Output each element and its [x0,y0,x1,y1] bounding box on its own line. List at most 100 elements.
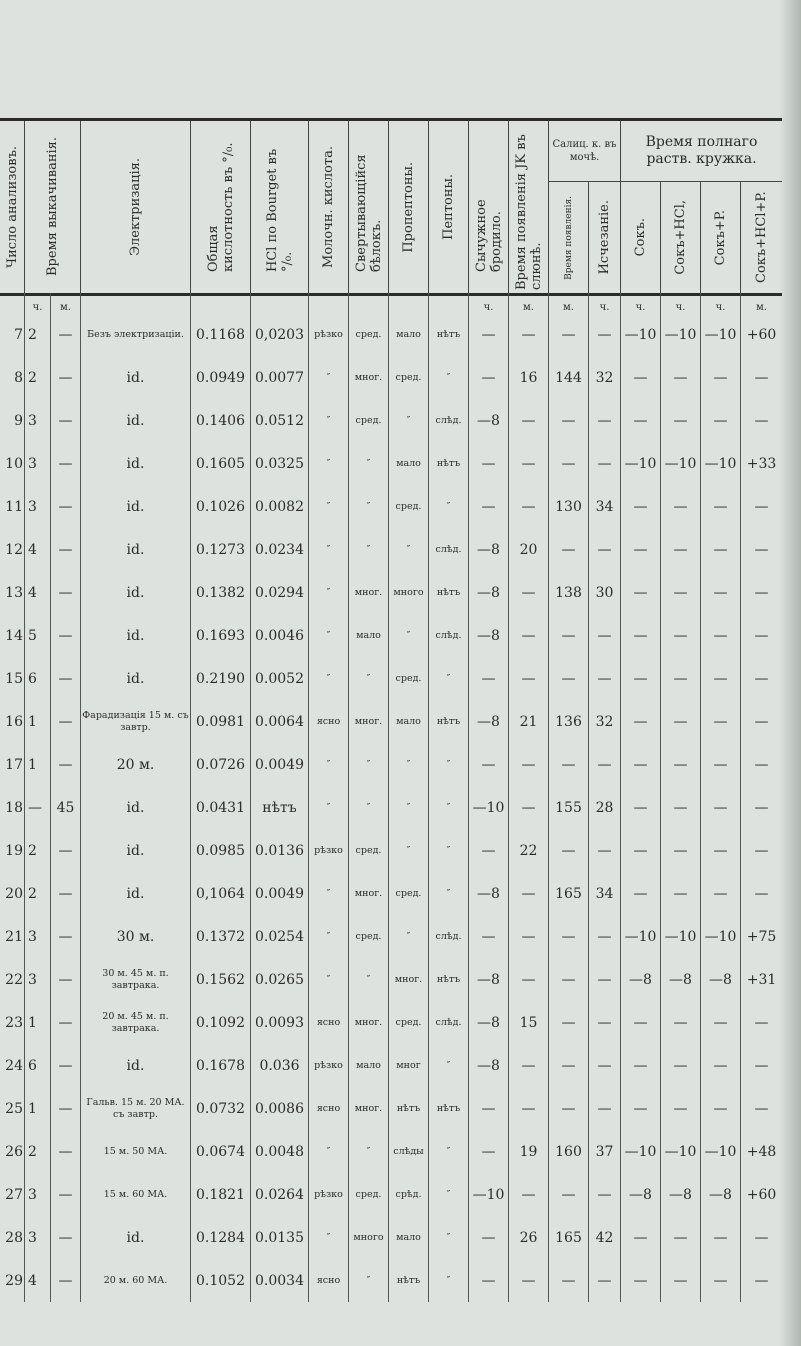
cell-salicyl-appear: — [548,528,588,571]
cell-hours: 6 [24,657,50,700]
cell-salicyl-appear: — [548,1087,588,1130]
cell-peptones: нѣтъ [428,313,468,356]
cell-juice-p: — [700,1259,740,1302]
cell-juice-p: —10 [700,915,740,958]
cell-hcl: 0.0082 [250,485,308,528]
cell-juice: —10 [620,442,660,485]
cell-lactic-acid: ″ [308,958,348,1001]
cell-electrization: id. [80,442,190,485]
cell-juice-hcl-p: +60 [740,313,782,356]
table-row: 7 2— Безъ электризаціи. 0.1168 0,0203 рѣзко ср… [0,313,782,356]
cell-salicyl-disappear: — [588,399,620,442]
cell-curdling-protein: ″ [348,485,388,528]
cell-jk-time: 16 [508,356,548,399]
header-peptones: Пептоны. [428,121,468,293]
cell-hcl: 0.0086 [250,1087,308,1130]
cell-minutes: — [50,1087,80,1130]
cell-juice: — [620,743,660,786]
cell-electrization: id. [80,1216,190,1259]
header-label: Свертывающійся бѣлокъ. [353,154,384,272]
cell-juice-p: — [700,657,740,700]
cell-hours: 3 [24,915,50,958]
header-total-acidity: Общая кислотность въ °/₀. [190,121,250,293]
cell-total-acidity: 0.0732 [190,1087,250,1130]
cell-rennet: —8 [468,614,508,657]
cell-juice-p: — [700,1044,740,1087]
cell-salicyl-disappear: 30 [588,571,620,614]
cell-juice-hcl-p: +33 [740,442,782,485]
cell-juice-hcl-p: — [740,614,782,657]
cell-salicyl-disappear: 37 [588,1130,620,1173]
unit-cell: ч. [700,293,740,313]
cell-juice-p: —8 [700,1173,740,1216]
cell-salicyl-disappear: — [588,915,620,958]
cell-juice: — [620,657,660,700]
cell-salicyl-appear: — [548,1259,588,1302]
cell-jk-time: — [508,399,548,442]
cell-curdling-protein: ″ [348,1259,388,1302]
cell-electrization: 15 м. 50 МА. [80,1130,190,1173]
cell-hcl: 0.0077 [250,356,308,399]
cell-lactic-acid: ″ [308,399,348,442]
cell-jk-time: — [508,1087,548,1130]
cell-peptones: нѣтъ [428,1087,468,1130]
cell-total-acidity: 0.0985 [190,829,250,872]
table-row: 22 3—30 м. 45 м. п. завтрака. 0.1562 0.0265… [0,958,782,1001]
cell-juice-hcl-p: — [740,1259,782,1302]
cell-salicyl-disappear: — [588,829,620,872]
cell-salicyl-appear: 165 [548,1216,588,1259]
cell-salicyl-disappear: — [588,442,620,485]
cell-juice-hcl-p: — [740,657,782,700]
header-label: Исчезаніе. [597,200,612,275]
cell-row-number: 9 [14,412,23,429]
cell-hcl: 0.0135 [250,1216,308,1259]
unit-cell: ч. [660,293,700,313]
cell-jk-time: — [508,743,548,786]
cell-total-acidity: 0.1372 [190,915,250,958]
cell-juice: —10 [620,1130,660,1173]
cell-juice: — [620,571,660,614]
cell-hours: 4 [24,571,50,614]
table-row: 29 4—20 м. 60 МА. 0.1052 0.0034 ясно ″ нѣтъ ″ — —… [0,1259,782,1302]
cell-curdling-protein: сред. [348,399,388,442]
cell-peptones: слѣд. [428,614,468,657]
cell-hcl: 0.0049 [250,872,308,915]
header-label: Молочн. кислота. [321,146,336,268]
header-juice-p: Сокъ+P. [700,181,740,293]
cell-total-acidity: 0.1406 [190,399,250,442]
cell-juice-hcl: — [660,1044,700,1087]
cell-curdling-protein: ″ [348,786,388,829]
cell-electrization: id. [80,829,190,872]
cell-jk-time: — [508,1173,548,1216]
cell-jk-time: — [508,571,548,614]
header-juice-hcl-p: Сокъ+HCl+P. [740,181,782,293]
cell-total-acidity: 0.1026 [190,485,250,528]
header-label: Время появленія. [563,195,574,280]
cell-juice: — [620,786,660,829]
cell-juice: — [620,399,660,442]
cell-juice-hcl: —10 [660,313,700,356]
cell-hours: 3 [24,1173,50,1216]
cell-hcl: 0.036 [250,1044,308,1087]
cell-total-acidity: 0.0674 [190,1130,250,1173]
cell-peptones: ″ [428,1044,468,1087]
cell-hours: 3 [24,958,50,1001]
cell-juice-hcl-p: — [740,485,782,528]
cell-salicyl-appear: — [548,614,588,657]
cell-juice: —8 [620,1173,660,1216]
cell-juice-hcl: — [660,1216,700,1259]
cell-rennet: — [468,1130,508,1173]
cell-lactic-acid: ″ [308,485,348,528]
cell-propeptones: мало [388,442,428,485]
cell-curdling-protein: ″ [348,442,388,485]
cell-salicyl-appear: — [548,743,588,786]
cell-electrization: id. [80,872,190,915]
cell-salicyl-disappear: — [588,743,620,786]
cell-electrization: 30 м. [80,915,190,958]
cell-jk-time: — [508,915,548,958]
cell-minutes: — [50,1259,80,1302]
cell-propeptones: ″ [388,829,428,872]
cell-total-acidity: 0.1284 [190,1216,250,1259]
cell-salicyl-disappear: 28 [588,786,620,829]
cell-row-number: 17 [5,756,23,773]
